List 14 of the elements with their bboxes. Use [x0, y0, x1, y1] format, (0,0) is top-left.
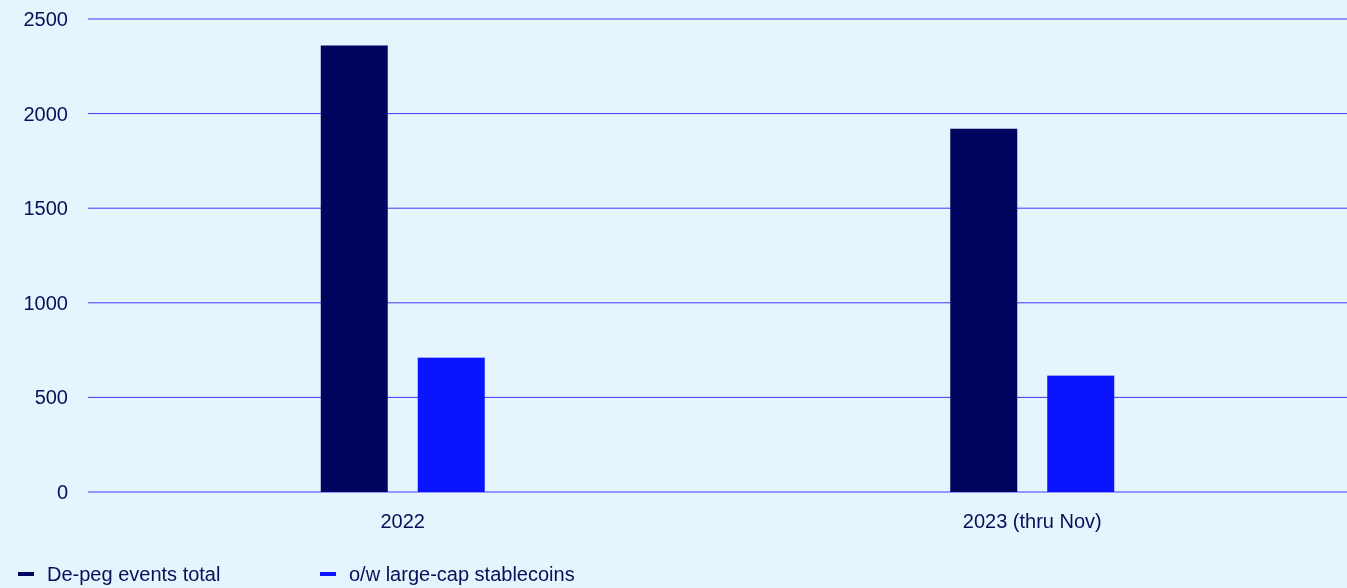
bar — [417, 357, 485, 492]
legend-label: De-peg events total — [47, 563, 221, 585]
bar — [1047, 375, 1115, 492]
bar — [950, 128, 1018, 492]
y-tick-label: 2500 — [23, 8, 68, 30]
x-tick-label: 2023 (thru Nov) — [962, 510, 1102, 532]
y-tick-label: 0 — [56, 481, 68, 503]
legend-label: o/w large-cap stablecoins — [349, 563, 575, 585]
y-tick-label: 1500 — [23, 197, 68, 220]
y-tick-label: 500 — [34, 386, 68, 409]
y-tick-label: 2000 — [23, 102, 68, 125]
x-tick-label: 2022 — [380, 510, 425, 532]
y-tick-label: 1000 — [23, 291, 68, 314]
bar — [320, 45, 388, 492]
